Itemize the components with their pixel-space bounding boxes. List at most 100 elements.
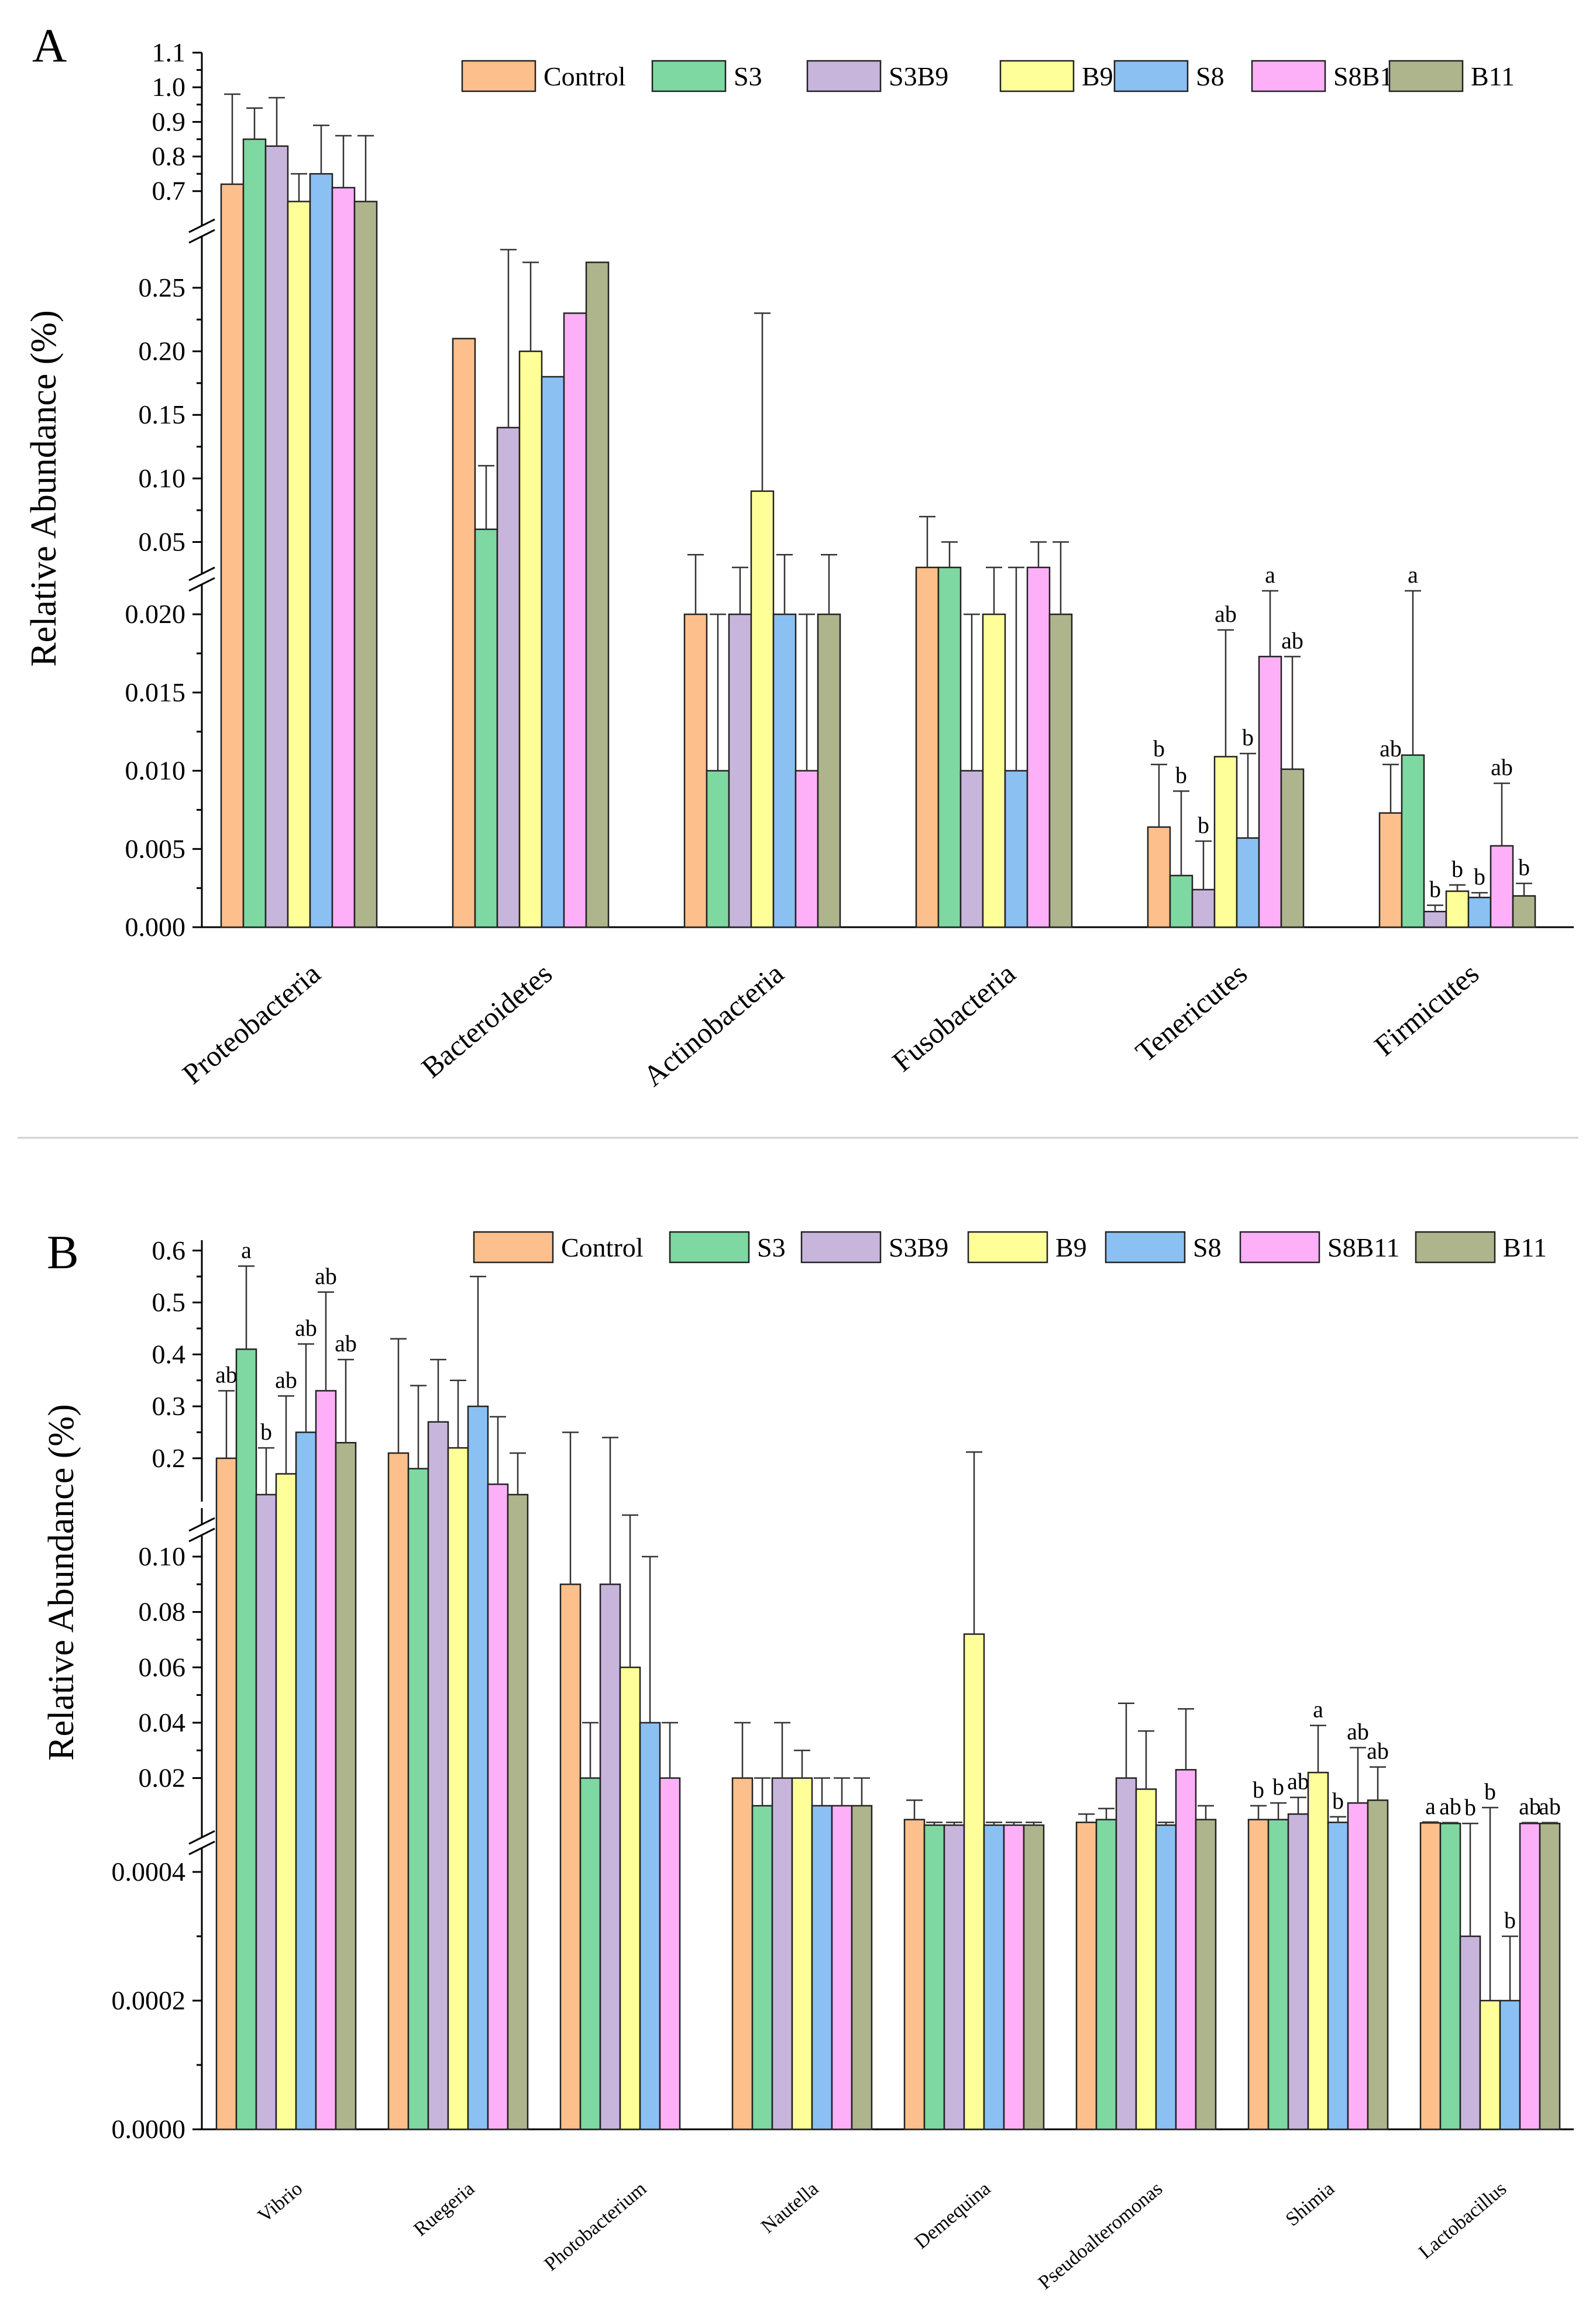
panel-a-significance-label: b xyxy=(1518,854,1530,880)
panel-a-significance-label: ab xyxy=(1281,627,1303,653)
panel-b-bar-photobacterium-s3b9 xyxy=(599,1584,621,2130)
panel-a-y-tick-label: 0.15 xyxy=(139,400,186,429)
panel-b-bar-ruegeria-b11 xyxy=(507,1493,529,2130)
panel-b-bar-pseudoalteromonas-b9 xyxy=(1135,1788,1157,2130)
panel-b-bar-nautella-s3b9 xyxy=(771,1777,793,2130)
panel-a-bar-firmicutes-s3 xyxy=(1401,754,1425,928)
panel-a-axis-break-mark xyxy=(188,229,215,244)
panel-b-category-label-vibrio: Vibrio xyxy=(254,2178,307,2227)
panel-a-bar-fusobacteria-s3b9 xyxy=(959,770,984,928)
panel-b-y-tick-label: 0.06 xyxy=(139,1652,186,1682)
panel-b-bar-photobacterium-s8b11 xyxy=(659,1777,681,2130)
panel-b-significance-label: a xyxy=(1425,1793,1436,1819)
panel-a-legend-swatch-b11 xyxy=(1388,60,1464,92)
panel-b-category-label-shimia: Shimia xyxy=(1282,2178,1339,2231)
panel-a-legend-swatch-s3b9 xyxy=(806,60,882,92)
panel-a-bar-fusobacteria-s3 xyxy=(937,566,962,928)
panel-b-bar-ruegeria-s8b11 xyxy=(487,1483,509,2130)
panel-b-legend-swatch-b9 xyxy=(967,1231,1048,1264)
panel-b-bar-demequina-s3b9 xyxy=(943,1824,965,2130)
panel-b-category-label-lactobacillus: Lactobacillus xyxy=(1415,2178,1511,2263)
panel-a-axis-break-mark xyxy=(188,566,215,581)
panel-b-legend-label-s8: S8 xyxy=(1193,1233,1222,1262)
panel-b-bar-pseudoalteromonas-s3 xyxy=(1095,1819,1117,2130)
panel-b-bar-nautella-s3 xyxy=(751,1805,773,2130)
panel-a-bar-firmicutes-s3b9 xyxy=(1423,911,1447,928)
panel-b-bar-lactobacillus-b9 xyxy=(1479,1999,1501,2130)
panel-b-bar-demequina-control xyxy=(903,1819,926,2130)
panel-b-legend-swatch-b11 xyxy=(1415,1231,1496,1264)
panel-b-significance-label: ab xyxy=(275,1367,297,1393)
panel-b-significance-label: b xyxy=(260,1419,272,1445)
panel-b-chart: B Relative Abundance (%) 0.0000 0.0002 0.000… xyxy=(42,1226,1574,2294)
panel-b-significance-label: a xyxy=(1313,1696,1323,1723)
panel-b-bar-photobacterium-s8 xyxy=(639,1722,661,2130)
panel-a-bar-fusobacteria-b9 xyxy=(982,613,1006,928)
panel-b-legend-label-b11: B11 xyxy=(1503,1233,1547,1262)
panel-b-legend-label-s8b11: S8B11 xyxy=(1327,1233,1400,1262)
panel-b-significance-label: a xyxy=(241,1237,252,1263)
panel-a-y-axis-label: Relative Abundance (%) xyxy=(24,310,64,666)
panel-b-significance-label: b xyxy=(1484,1778,1496,1805)
panel-b-y-tick-label: 0.0002 xyxy=(112,1985,186,2015)
panel-b-bar-ruegeria-b9 xyxy=(447,1447,469,2130)
panel-a-significance-label: b xyxy=(1242,724,1254,751)
panel-b-significance-label: b xyxy=(1272,1774,1284,1800)
panel-a-significance-label: a xyxy=(1265,562,1275,588)
panel-a-significance-label: b xyxy=(1429,876,1441,903)
panel-a-legend-swatch-b9 xyxy=(999,60,1075,92)
panel-a-significance-label: ab xyxy=(1380,735,1402,762)
panel-b-bar-demequina-b9 xyxy=(963,1633,985,2130)
panel-a-bar-actinobacteria-s8b11 xyxy=(794,770,819,928)
panel-a-axis-break-band xyxy=(184,574,1574,584)
panel-a-y-tick-label: 0.015 xyxy=(125,677,186,707)
panel-b-y-tick-label: 0.02 xyxy=(139,1763,186,1793)
panel-b-axis-break-mark xyxy=(188,1830,215,1845)
panel-a-bar-firmicutes-b11 xyxy=(1512,895,1536,928)
panel-a-legend-swatch-s8 xyxy=(1113,60,1189,92)
panel-a-significance-label: ab xyxy=(1215,601,1237,627)
panel-a-y-tick-label: 0.7 xyxy=(152,176,186,206)
panel-b-bar-demequina-b11 xyxy=(1023,1824,1045,2130)
panel-b-bar-shimia-s3b9 xyxy=(1287,1813,1309,2130)
panel-a-y-tick-label: 0.8 xyxy=(152,142,186,171)
panel-b-significance-label: b xyxy=(1332,1788,1344,1814)
panel-a-bar-actinobacteria-s3b9 xyxy=(728,613,752,928)
panel-a-legend-swatch-s3 xyxy=(651,60,727,92)
panel-b-bar-photobacterium-b9 xyxy=(619,1667,641,2130)
panel-a-bar-tenericutes-s8 xyxy=(1236,837,1260,928)
panel-b-significance-label: b xyxy=(1504,1907,1516,1933)
panel-b-legend-label-b9: B9 xyxy=(1055,1233,1087,1262)
panel-b-y-axis-label: Relative Abundance (%) xyxy=(42,1404,81,1760)
panel-a-bar-proteobacteria-b11 xyxy=(353,201,378,928)
panel-b-bar-nautella-b11 xyxy=(851,1805,873,2130)
panel-b-significance-label: ab xyxy=(1539,1794,1561,1820)
panel-a-significance-label: b xyxy=(1153,735,1165,762)
panel-b-bar-photobacterium-control xyxy=(559,1584,582,2130)
panel-b-bar-shimia-s8b11 xyxy=(1347,1802,1369,2130)
panel-b-category-label-ruegeria: Ruegeria xyxy=(410,2178,479,2240)
panel-b-y-tick-label: 0.6 xyxy=(152,1235,186,1265)
panel-b-significance-label: ab xyxy=(295,1315,317,1341)
panel-a-bar-bacteroidetes-s3b9 xyxy=(496,426,521,928)
panel-b-significance-label: ab xyxy=(1367,1738,1389,1764)
panel-b-legend-label-s3b9: S3B9 xyxy=(889,1233,948,1262)
panel-a-y-tick-label: 0.20 xyxy=(139,336,186,366)
panel-a-bar-proteobacteria-s3 xyxy=(242,138,267,928)
panel-b-significance-label: b xyxy=(1253,1777,1264,1803)
panel-b-bar-lactobacillus-s3b9 xyxy=(1459,1935,1481,2130)
panel-b-bar-ruegeria-s3b9 xyxy=(427,1421,449,2130)
panel-a-bar-bacteroidetes-control xyxy=(452,338,476,928)
panel-a-bar-bacteroidetes-s8 xyxy=(541,376,565,928)
panel-a-bar-fusobacteria-control xyxy=(915,566,940,928)
panel-b-significance-label: ab xyxy=(1519,1794,1541,1820)
panel-b-bar-shimia-s3 xyxy=(1267,1819,1289,2130)
panel-b-axis-break-band xyxy=(184,1524,1574,1535)
panel-b-bar-vibrio-b9 xyxy=(275,1473,297,2130)
panel-a-legend-swatch-s8b11 xyxy=(1251,60,1326,92)
panel-a-legend-label-s8: S8 xyxy=(1196,61,1224,91)
panel-a-category-label-tenericutes: Tenericutes xyxy=(1129,957,1253,1069)
panel-a-bar-tenericutes-s8b11 xyxy=(1258,656,1282,928)
panel-b-y-tick-label: 0.08 xyxy=(139,1597,186,1627)
panel-a-bar-tenericutes-s3b9 xyxy=(1191,889,1216,928)
